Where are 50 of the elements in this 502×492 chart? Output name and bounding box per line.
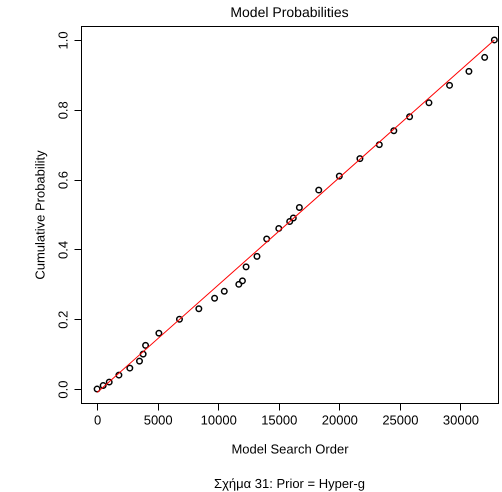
point (211, 294, 218, 302)
point (238, 277, 246, 284)
x-tick-label: 5000 (144, 412, 173, 428)
y-tick-label: 1.0 (56, 31, 70, 50)
point (490, 36, 498, 44)
point (136, 358, 143, 365)
y-tick-label: 0.8 (56, 101, 70, 120)
point (465, 68, 472, 75)
point (142, 342, 150, 349)
point (220, 288, 228, 295)
point (195, 305, 202, 312)
point (481, 54, 488, 61)
point (100, 382, 107, 390)
point (286, 218, 294, 225)
y-tick-label: 0.6 (56, 171, 70, 190)
y-tick-label: 0.0 (56, 380, 70, 399)
point (446, 82, 454, 89)
y-tick-label: 0.4 (56, 240, 70, 259)
point (126, 364, 134, 372)
point (315, 186, 322, 194)
x-tick-label: 20000 (322, 412, 358, 428)
point (242, 263, 250, 270)
x-tick-label: 15000 (261, 412, 298, 428)
point (140, 350, 147, 358)
text: Σχήμα 31: Prior = Hyper-g (213, 476, 366, 491)
point (296, 204, 303, 211)
x-tick-label: 0 (94, 412, 102, 428)
x-tick-label: 25000 (382, 412, 418, 428)
point (336, 172, 343, 180)
point (356, 155, 364, 162)
point (275, 224, 282, 232)
point (235, 280, 242, 288)
point (290, 214, 297, 222)
point (106, 378, 113, 386)
chart-title: Model Probabilities (230, 4, 349, 20)
y-axis-title: Cumulative Probability (32, 150, 48, 280)
point (94, 386, 101, 393)
point (155, 330, 162, 337)
y-tick-label: 0.2 (56, 310, 70, 329)
point (253, 252, 260, 260)
point (376, 141, 383, 148)
point (263, 235, 270, 242)
point (390, 127, 398, 134)
x-tick-label: 10000 (200, 412, 237, 428)
point (115, 372, 122, 379)
x-tick-label: 30000 (442, 412, 480, 428)
point (176, 316, 183, 323)
point (406, 113, 414, 120)
point (425, 99, 432, 106)
x-axis-title: Model Search Order (231, 442, 350, 456)
